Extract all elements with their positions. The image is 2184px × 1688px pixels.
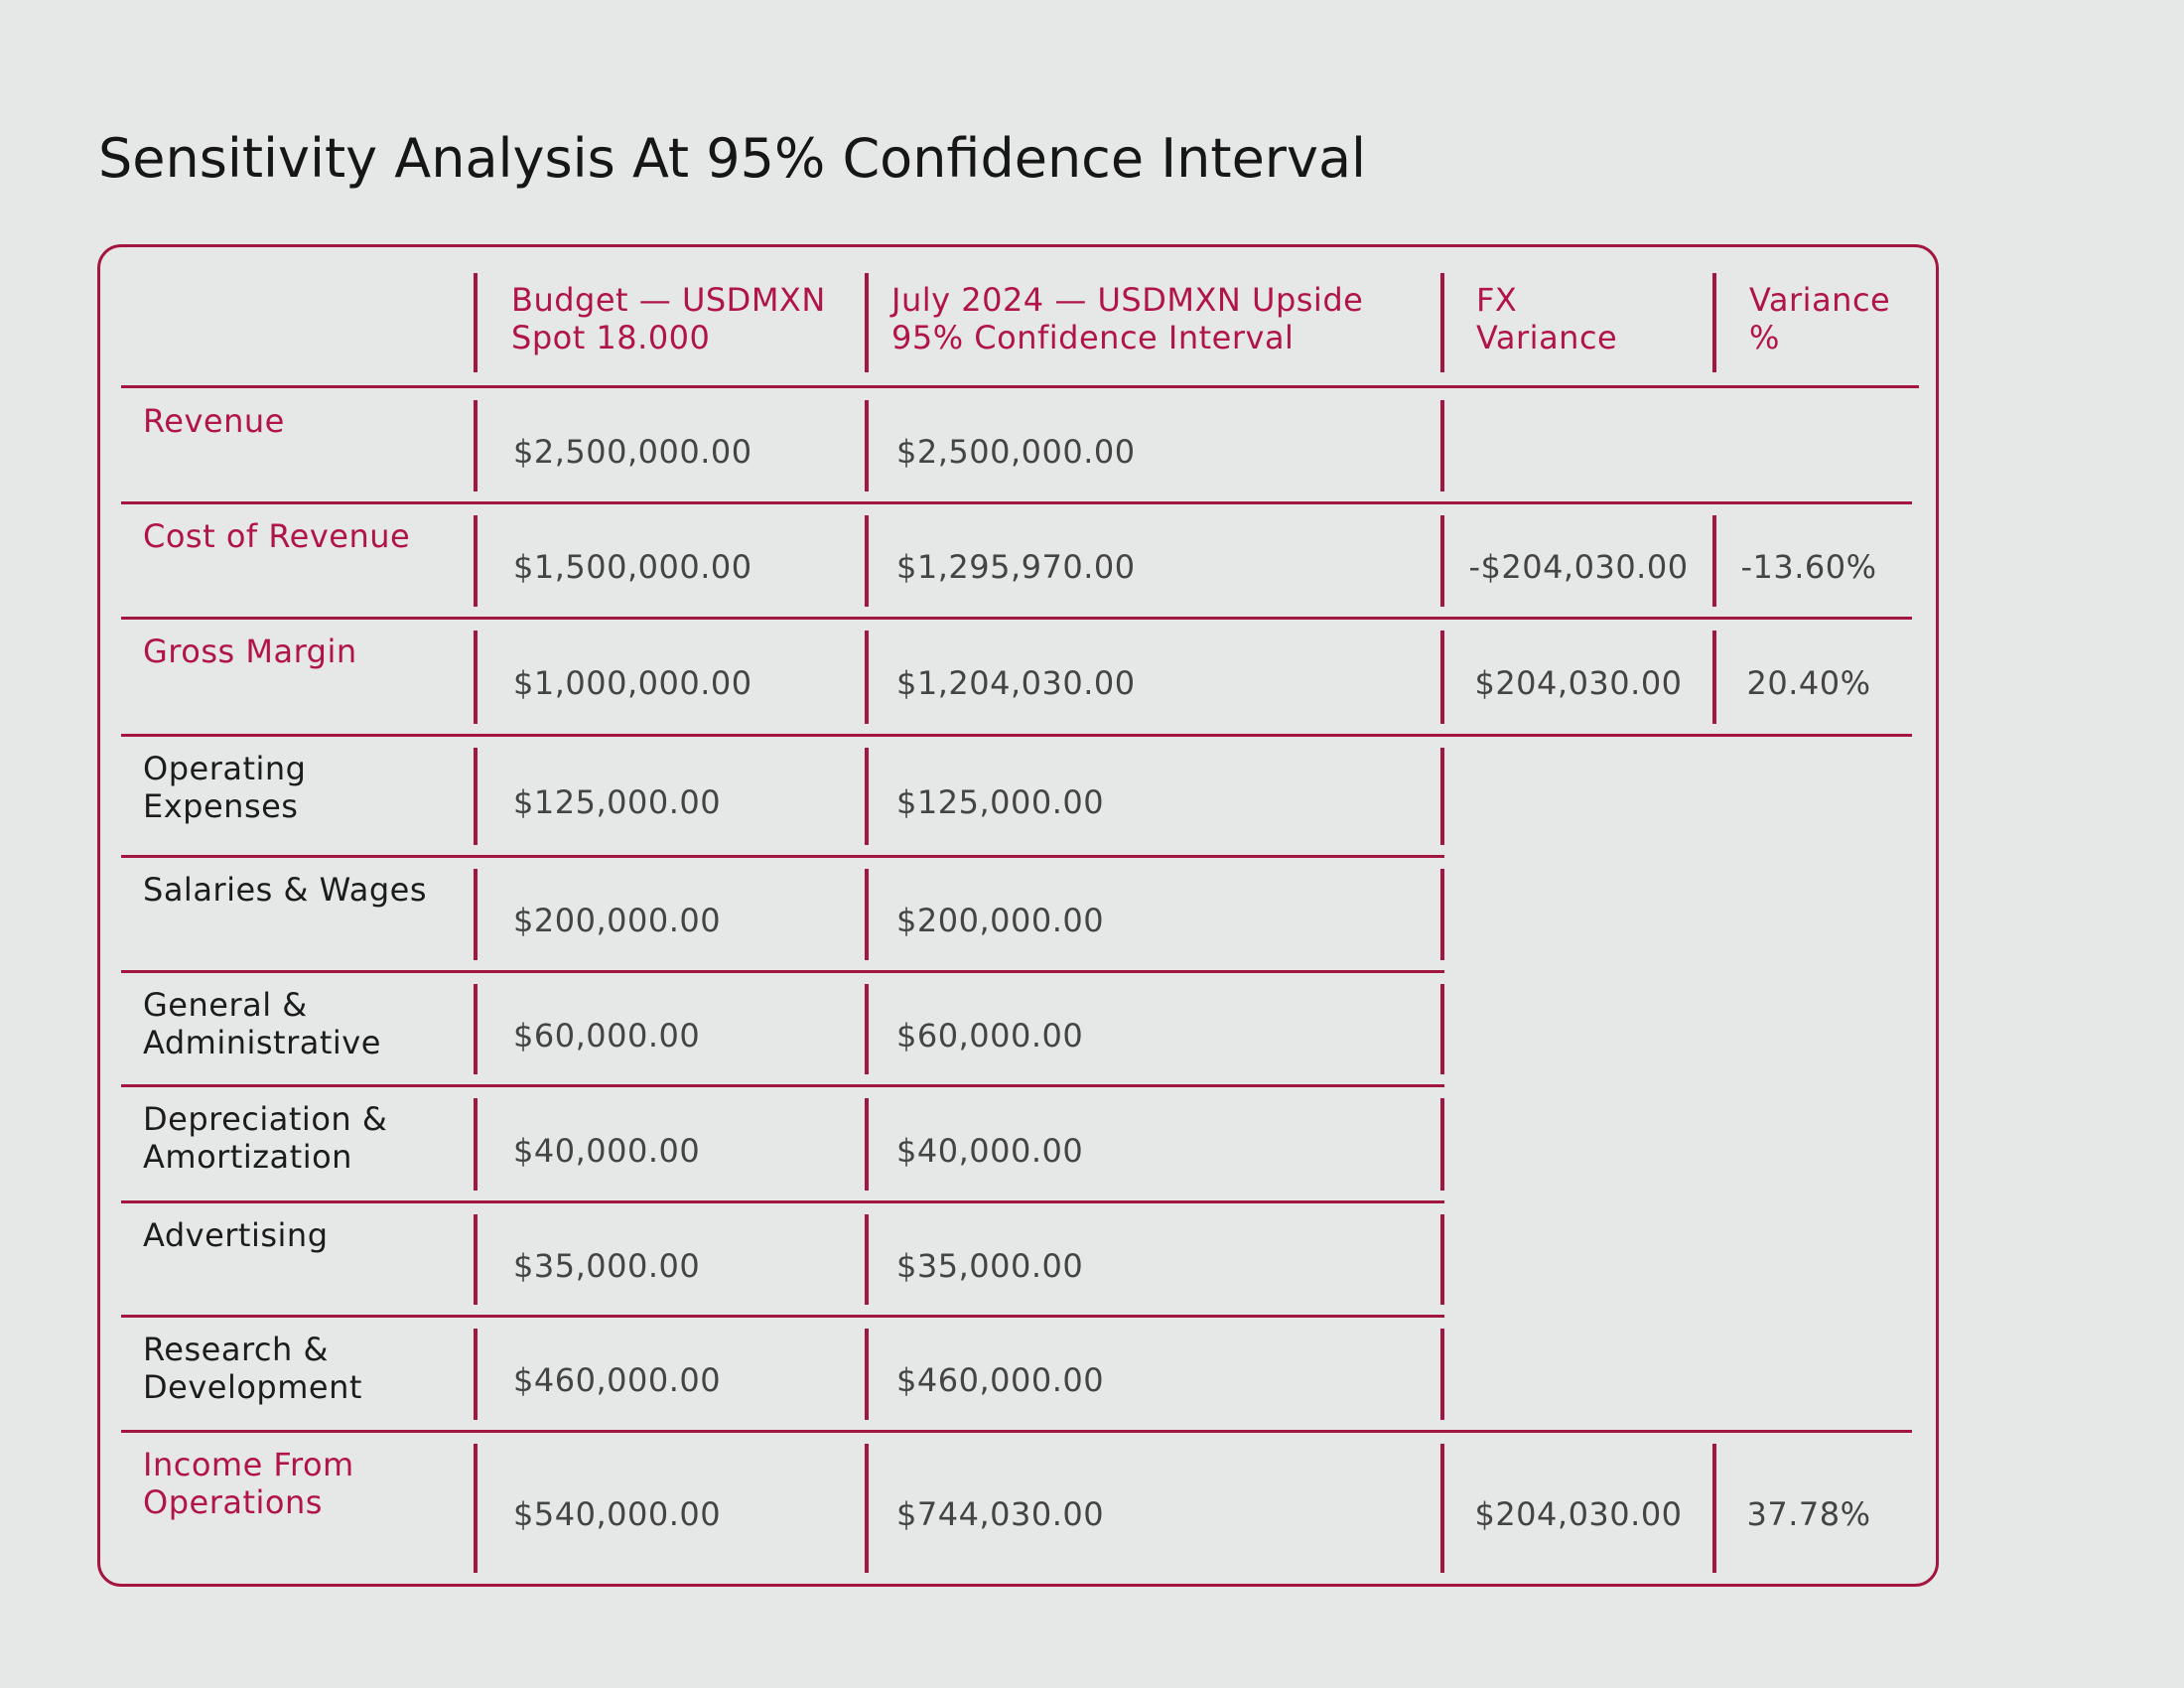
fx-variance-value: $204,030.00 (1474, 664, 1683, 702)
budget-value: $125,000.00 (513, 783, 722, 821)
budget-value: $540,000.00 (513, 1495, 722, 1533)
row-label: Income From Operations (143, 1446, 354, 1521)
budget-value: $460,000.00 (513, 1361, 722, 1399)
column-divider (474, 515, 478, 607)
column-divider (474, 1214, 478, 1305)
budget-value: $35,000.00 (513, 1246, 701, 1285)
header-budget: Budget — USDMXN Spot 18.000 (511, 281, 826, 356)
page-title: Sensitivity Analysis At 95% Confidence I… (98, 127, 1367, 191)
column-divider (1712, 631, 1716, 724)
column-divider (474, 1098, 478, 1191)
column-divider (865, 869, 869, 960)
row-label: Salaries & Wages (143, 871, 427, 909)
column-divider (1440, 869, 1444, 960)
column-divider (865, 400, 869, 492)
row-rule (121, 1200, 1444, 1203)
july-value: $460,000.00 (896, 1361, 1105, 1399)
column-divider (1440, 515, 1444, 607)
july-value: $1,204,030.00 (896, 664, 1136, 702)
column-divider (865, 1329, 869, 1420)
header-fx-variance: FX Variance (1476, 281, 1618, 356)
row-rule (121, 1430, 1912, 1433)
sensitivity-table: Budget — USDMXN Spot 18.000 July 2024 — U… (97, 244, 1939, 1587)
column-divider (1712, 515, 1716, 607)
row-label: Cost of Revenue (143, 517, 411, 555)
column-divider (865, 1444, 869, 1573)
column-divider (1440, 1329, 1444, 1420)
header-divider (1440, 273, 1444, 372)
fx-variance-value: $204,030.00 (1474, 1495, 1683, 1533)
row-label: Gross Margin (143, 633, 357, 670)
header-rule (121, 385, 1919, 388)
column-divider (474, 748, 478, 845)
july-value: $125,000.00 (896, 783, 1105, 821)
variance-pct-value: 20.40% (1746, 664, 1871, 702)
column-divider (1440, 748, 1444, 845)
column-divider (865, 748, 869, 845)
column-divider (1440, 1098, 1444, 1191)
row-rule (121, 855, 1444, 858)
row-rule (121, 617, 1912, 620)
row-label: Depreciation & Amortization (143, 1100, 388, 1176)
budget-value: $40,000.00 (513, 1131, 701, 1170)
row-rule (121, 970, 1444, 973)
column-divider (865, 984, 869, 1074)
variance-pct-value: -13.60% (1740, 548, 1877, 586)
column-divider (474, 1444, 478, 1573)
row-label: Revenue (143, 402, 285, 440)
column-divider (474, 1329, 478, 1420)
july-value: $35,000.00 (896, 1246, 1084, 1285)
row-label: Research & Development (143, 1331, 362, 1406)
row-label: Advertising (143, 1216, 329, 1254)
column-divider (474, 984, 478, 1074)
row-rule (121, 734, 1912, 737)
july-value: $60,000.00 (896, 1016, 1084, 1055)
column-divider (474, 869, 478, 960)
column-divider (865, 1098, 869, 1191)
header-divider (1712, 273, 1716, 372)
header-divider (865, 273, 869, 372)
budget-value: $1,000,000.00 (513, 664, 752, 702)
row-rule (121, 1084, 1444, 1087)
header-july: July 2024 — USDMXN Upside 95% Confidence … (891, 281, 1364, 356)
column-divider (1440, 631, 1444, 724)
column-divider (1712, 1444, 1716, 1573)
july-value: $40,000.00 (896, 1131, 1084, 1170)
column-divider (1440, 984, 1444, 1074)
budget-value: $2,500,000.00 (513, 433, 752, 471)
budget-value: $200,000.00 (513, 902, 722, 939)
column-divider (865, 515, 869, 607)
header-variance-pct: Variance% (1749, 281, 1891, 356)
column-divider (474, 631, 478, 724)
variance-pct-value: 37.78% (1746, 1495, 1871, 1533)
column-divider (1440, 400, 1444, 492)
budget-value: $1,500,000.00 (513, 548, 752, 586)
column-divider (1440, 1444, 1444, 1573)
july-value: $200,000.00 (896, 902, 1105, 939)
july-value: $1,295,970.00 (896, 548, 1136, 586)
column-divider (1440, 1214, 1444, 1305)
july-value: $2,500,000.00 (896, 433, 1136, 471)
row-label: Operating Expenses (143, 750, 307, 825)
row-rule (121, 1315, 1444, 1318)
budget-value: $60,000.00 (513, 1016, 701, 1055)
fx-variance-value: -$204,030.00 (1468, 548, 1689, 586)
column-divider (865, 1214, 869, 1305)
row-rule (121, 501, 1912, 504)
july-value: $744,030.00 (896, 1495, 1105, 1533)
row-label: General & Administrative (143, 986, 381, 1061)
column-divider (474, 400, 478, 492)
header-divider (474, 273, 478, 372)
column-divider (865, 631, 869, 724)
